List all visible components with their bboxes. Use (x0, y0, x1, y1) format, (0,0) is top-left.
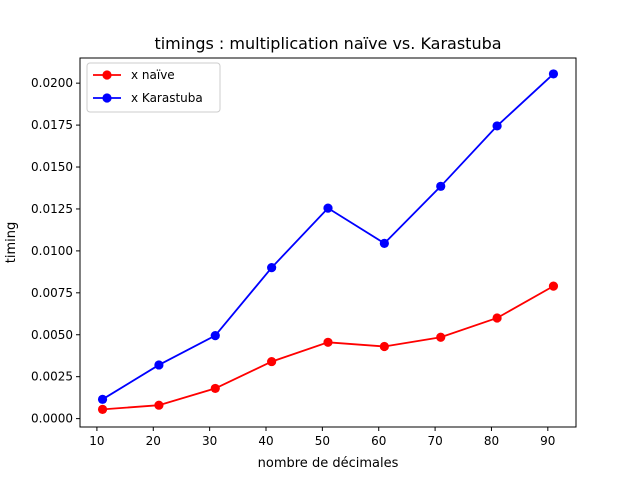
x-tick-label: 60 (371, 434, 386, 448)
series-1-point (379, 341, 389, 352)
series-1-point (154, 400, 164, 410)
legend-label-2: x Karastuba (131, 91, 203, 105)
series-1-point (210, 383, 220, 394)
y-axis-ticks: 0.0000 0.0025 0.0050 0.0075 0.0100 0.0125 0.01… (31, 76, 80, 426)
y-tick-label: 0.0200 (31, 76, 73, 90)
axes-frame (79, 57, 577, 428)
plot-area (79, 57, 577, 428)
x-tick-label: 10 (89, 434, 104, 448)
y-tick-label: 0.0175 (31, 118, 73, 132)
y-tick-label: 0.0050 (31, 328, 73, 342)
series-2-point (436, 181, 446, 191)
chart-title: timings : multiplication naïve vs. Karas… (154, 34, 501, 53)
series-2-point (267, 263, 277, 273)
series-1-point (436, 332, 446, 342)
series-layer (97, 69, 559, 414)
series-1-point (323, 337, 333, 347)
y-tick-label: 0.0150 (31, 160, 73, 174)
y-tick-label: 0.0125 (31, 202, 73, 216)
series-2-point (379, 238, 389, 248)
y-tick-label: 0.0000 (31, 412, 73, 426)
x-axis-label: nombre de décimales (258, 456, 399, 471)
y-axis-label: timing (4, 222, 19, 263)
series-2-point (210, 330, 220, 341)
legend-marker-1 (102, 70, 112, 80)
series-1-point (267, 356, 277, 367)
x-tick-label: 40 (258, 434, 273, 448)
legend-marker-2 (102, 93, 112, 103)
x-tick-label: 30 (202, 434, 217, 448)
x-tick-label: 20 (146, 434, 161, 448)
x-tick-label: 80 (484, 434, 499, 448)
x-tick-label: 70 (427, 434, 442, 448)
series-1-point (492, 313, 502, 323)
series-1-point (97, 404, 108, 414)
series-1-point (548, 281, 559, 291)
y-tick-label: 0.0075 (31, 286, 73, 300)
legend: x naïve x Karastuba (86, 62, 221, 113)
series-2-point (154, 360, 164, 370)
legend-label-1: x naïve (131, 68, 175, 82)
series-2-point (548, 69, 559, 79)
x-tick-label: 50 (315, 434, 330, 448)
x-tick-label: 90 (540, 434, 555, 448)
y-tick-label: 0.0025 (31, 370, 73, 384)
series-2-point (323, 203, 333, 213)
series-2-point (492, 121, 502, 131)
x-axis-ticks: 10 20 30 40 50 60 70 80 90 (89, 427, 555, 448)
series-2-point (97, 394, 108, 404)
y-tick-label: 0.0100 (31, 244, 73, 258)
